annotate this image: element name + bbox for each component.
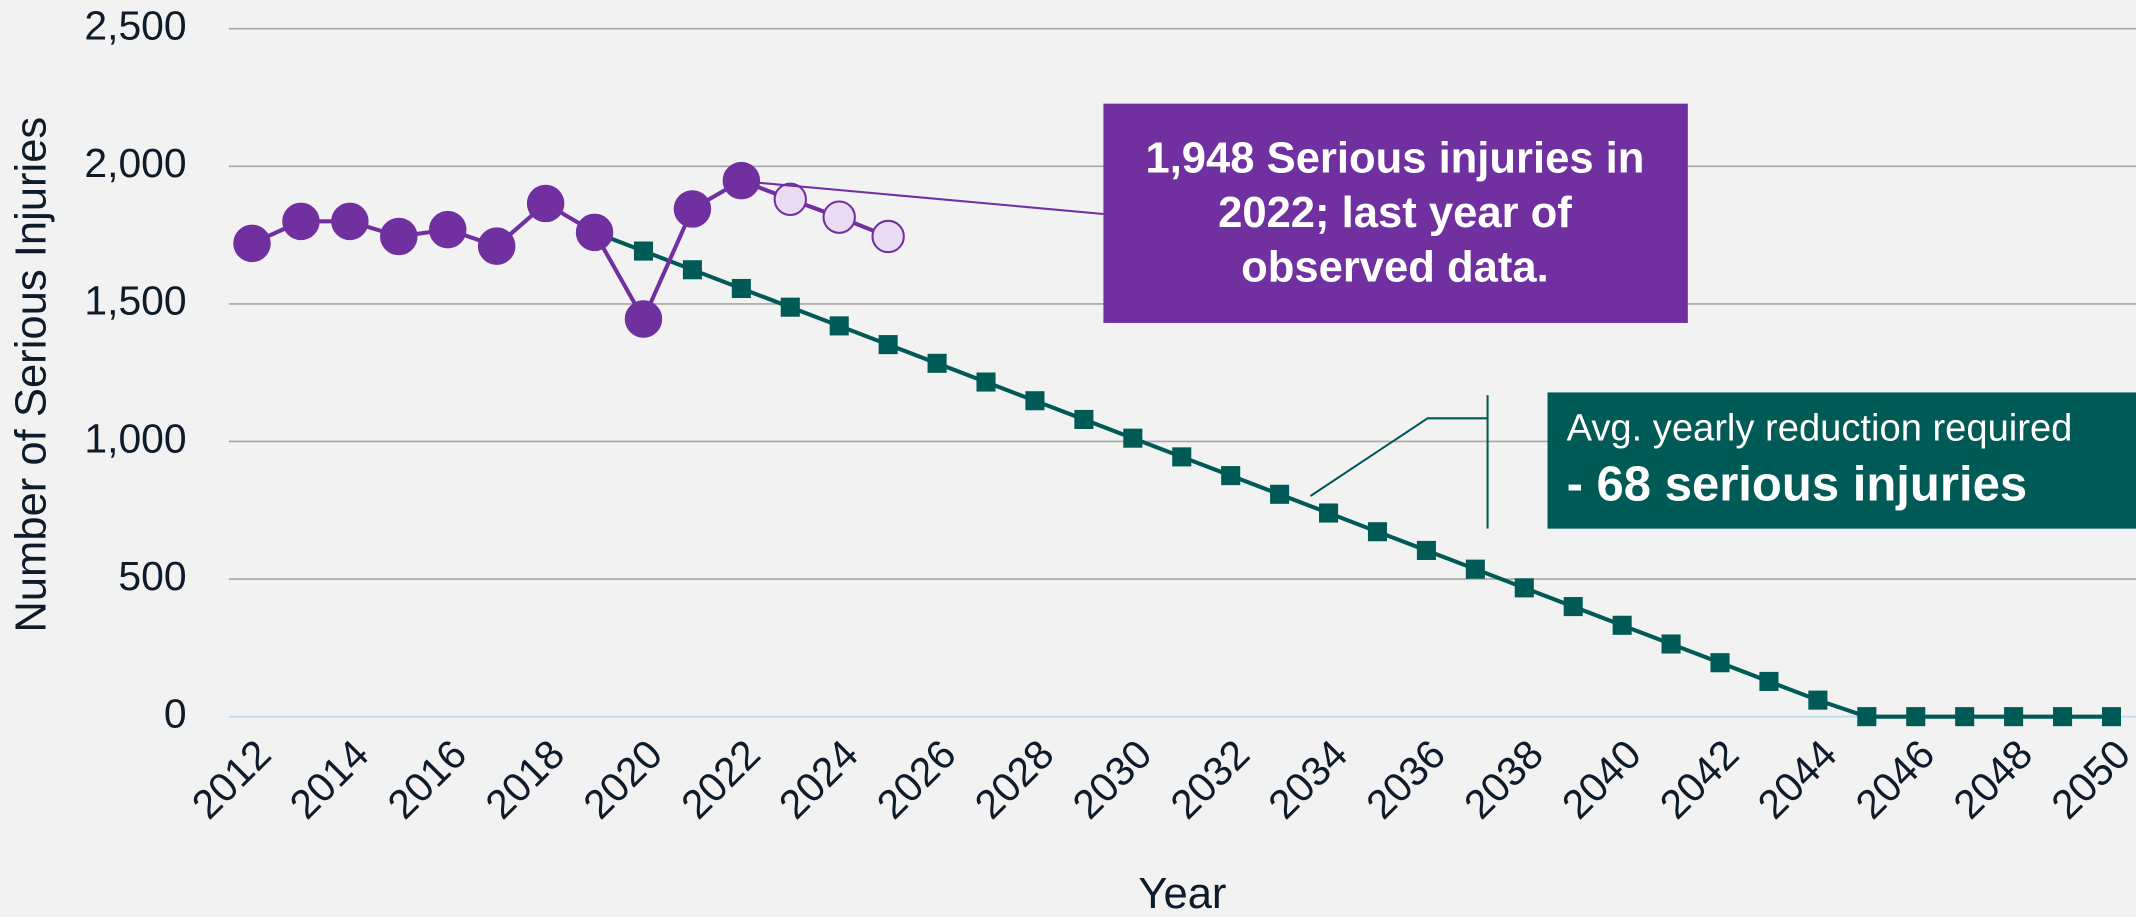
marker [829,316,849,336]
marker [429,210,467,249]
x-tick-label: 2046 [1847,731,1944,828]
marker [1221,466,1241,486]
marker [1906,707,1926,727]
marker [624,300,663,338]
x-tick-label: 2042 [1651,731,1748,828]
x-tick-label: 2048 [1944,731,2041,828]
marker [1074,409,1094,429]
marker [722,161,761,200]
marker [477,227,516,265]
marker [1710,653,1730,673]
y-tick-label: 2,500 [84,3,186,49]
annotation-text: 2022; last year of [1218,189,1572,237]
marker [282,202,320,241]
marker [780,297,800,317]
marker [731,278,751,299]
x-tick-label: 2032 [1161,731,1258,828]
marker [1025,391,1045,411]
marker [1857,707,1877,727]
marker [1416,540,1436,560]
marker [1514,578,1534,598]
leader-line [742,180,1104,215]
x-tick-label: 2014 [281,731,378,828]
marker [1808,690,1828,710]
annotation-text: Avg. yearly reduction required [1567,407,2073,450]
marker [1465,559,1485,579]
x-tick-label: 2016 [379,731,476,828]
annotation-box [1103,103,1688,323]
x-axis-title: Year [1138,870,1226,917]
y-axis-title: Number of Serious Injuries [8,117,56,633]
x-tick-label: 2012 [183,731,280,828]
y-tick-label: 1,500 [84,278,186,324]
x-tick-label: 2020 [574,731,671,828]
x-tick-label: 2044 [1749,731,1846,828]
marker [773,182,807,217]
marker [1563,597,1583,617]
leader-line [1309,417,1488,497]
x-tick-label: 2034 [1259,731,1356,828]
marker [878,335,898,355]
y-tick-label: 500 [118,553,186,599]
marker [1172,447,1192,467]
marker [1123,428,1143,448]
marker [2053,707,2073,727]
marker [2101,707,2122,727]
marker [1955,707,1975,727]
marker [822,200,856,234]
x-tick-label: 2030 [1064,731,1161,828]
series-line [740,178,889,239]
y-tick-label: 0 [164,690,187,736]
marker [1270,484,1290,504]
x-tick-label: 2040 [1553,731,1650,828]
annotation-box [1547,392,2136,529]
y-tick-label: 2,000 [84,140,186,186]
x-tick-label: 2036 [1357,731,1454,828]
marker [526,184,565,223]
marker [575,213,614,252]
marker [673,190,712,228]
x-tick-label: 2024 [770,731,867,828]
marker [1759,671,1779,691]
marker [1612,615,1632,635]
marker [1367,522,1388,542]
x-tick-label: 2038 [1455,731,1552,828]
x-tick-label: 2026 [868,731,965,828]
marker [633,241,654,261]
annotation-text: observed data. [1241,243,1549,291]
marker [927,353,947,373]
marker [682,260,702,280]
marker [976,372,996,392]
marker [380,217,418,256]
marker [233,224,271,263]
marker [871,219,905,254]
annotation-text: 1,948 Serious injuries in [1145,134,1644,182]
marker [1319,503,1339,523]
x-tick-label: 2022 [672,731,769,828]
annotation-text: - 68 serious injuries [1567,458,2028,512]
marker [2004,707,2024,727]
y-tick-label: 1,000 [84,415,186,461]
x-tick-label: 2028 [966,731,1063,828]
marker [1661,634,1681,654]
x-tick-label: 2050 [2042,731,2136,828]
x-tick-label: 2018 [476,731,573,828]
marker [331,202,369,241]
